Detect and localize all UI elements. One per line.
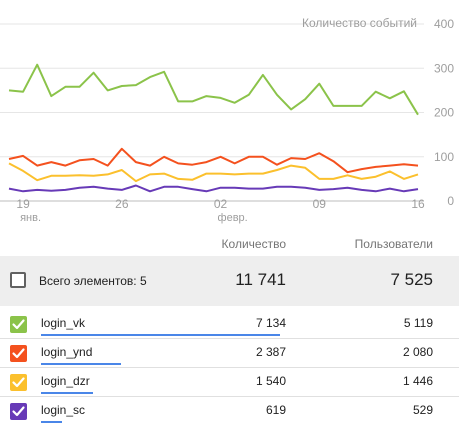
x-tick-label: 02: [214, 197, 228, 211]
row-name: login_sc: [41, 403, 86, 417]
row-count: 619: [265, 403, 286, 417]
series-checkbox[interactable]: [10, 345, 27, 362]
series-line-login_vk: [8, 63, 419, 116]
row-share-bar: [41, 392, 93, 394]
checkmark-icon: [12, 319, 25, 330]
row-divider: [0, 396, 459, 397]
x-tick-label: 09: [313, 197, 327, 211]
y-tick-label: 300: [434, 61, 454, 75]
y-tick-label: 0: [447, 194, 454, 208]
total-users: 7 525: [390, 270, 433, 289]
row-divider: [0, 338, 459, 339]
row-name: login_vk: [41, 316, 86, 330]
checkmark-icon: [12, 377, 25, 388]
x-tick-label: 26: [115, 197, 129, 211]
y-tick-label: 400: [434, 17, 454, 31]
column-header-users[interactable]: Пользователи: [354, 237, 433, 251]
y-tick-label: 200: [434, 106, 454, 120]
series-checkbox[interactable]: [10, 316, 27, 333]
total-row: Всего элементов: 5 11 741 7 525: [0, 256, 459, 306]
table-row[interactable]: login_vk 7 134 5 119: [0, 310, 459, 339]
select-all-checkbox[interactable]: [10, 272, 26, 288]
x-tick-label: 19: [16, 197, 30, 211]
table-row[interactable]: login_sc 619 529: [0, 397, 459, 426]
x-tick-label: 16: [411, 197, 425, 211]
series-line-login_dzr: [8, 162, 419, 183]
x-tick-month-label: февр.: [218, 212, 248, 224]
row-count: 2 387: [255, 345, 286, 359]
row-share-bar: [41, 363, 121, 365]
row-share-bar: [41, 334, 280, 336]
series-checkbox[interactable]: [10, 403, 27, 420]
row-count: 7 134: [255, 316, 286, 330]
table-row[interactable]: login_dzr 1 540 1 446: [0, 368, 459, 397]
total-label: Всего элементов: 5: [39, 274, 147, 288]
row-users: 5 119: [403, 316, 433, 330]
y-axis-title: Количество событий: [302, 16, 417, 30]
row-share-bar: [41, 421, 62, 423]
row-users: 2 080: [402, 345, 433, 359]
checkmark-icon: [12, 406, 25, 417]
series-line-login_sc: [8, 184, 419, 193]
row-count: 1 540: [255, 374, 286, 388]
row-users: 529: [412, 403, 433, 417]
checkmark-icon: [12, 348, 25, 359]
series-line-login_ynd: [8, 147, 419, 174]
x-tick-month-label: янв.: [20, 212, 41, 224]
row-name: login_ynd: [41, 345, 93, 359]
column-header-count[interactable]: Количество: [221, 237, 286, 251]
total-count: 11 741: [235, 270, 286, 289]
row-users: 1 446: [402, 374, 433, 388]
row-name: login_dzr: [41, 374, 90, 388]
table-row[interactable]: login_ynd 2 387 2 080: [0, 339, 459, 368]
y-tick-label: 100: [434, 150, 454, 164]
series-checkbox[interactable]: [10, 374, 27, 391]
row-divider: [0, 367, 459, 368]
